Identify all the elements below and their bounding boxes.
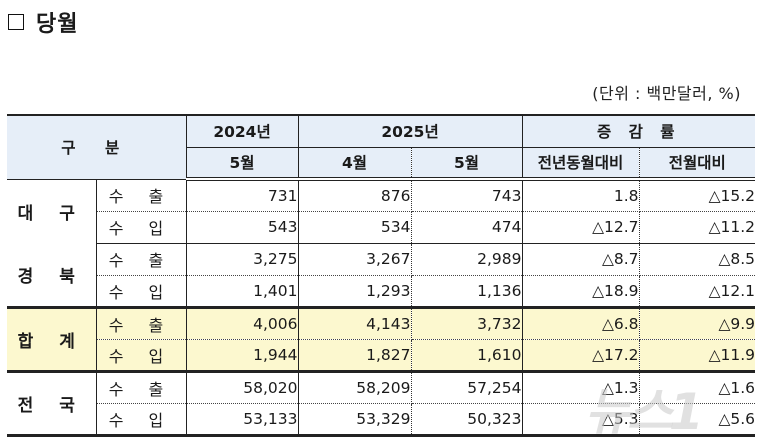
empty-square-icon: [8, 14, 24, 30]
trade-type: 수 출: [96, 179, 187, 212]
trade-type: 수 출: [96, 371, 187, 404]
table-row: 대 구 수 출 731 876 743 1.8 △15.2: [7, 179, 756, 243]
table-row: 수 입 53,133 53,329 50,323 △5.3 △5.6: [7, 403, 756, 437]
region-label: 경 북: [7, 243, 97, 309]
header-2024-may: 5월: [185, 147, 299, 181]
value-2025-may: 1,610: [411, 339, 523, 373]
section-title-text: 당월: [36, 12, 79, 37]
value-2025-apr: 1,293: [298, 275, 412, 309]
value-2024-may: 58,020: [186, 371, 299, 404]
value-mom: △5.6: [639, 403, 756, 437]
value-2025-may: 2,989: [411, 243, 523, 276]
header-year-2025: 2025년: [297, 114, 523, 148]
table-row: 경 북 수 출 3,275 3,267 2,989 △8.7 △8.5: [7, 243, 756, 309]
region-label: 합 계: [7, 307, 97, 373]
value-2025-apr: 4,143: [298, 307, 412, 340]
value-mom: △15.2: [639, 179, 756, 212]
value-2024-may: 4,006: [186, 307, 299, 340]
header-2025-may: 5월: [410, 147, 523, 181]
value-2025-may: 1,136: [411, 275, 523, 309]
value-2025-may: 57,254: [411, 371, 523, 404]
value-2024-may: 3,275: [186, 243, 299, 276]
unit-note: (단위 : 백만달러, %): [592, 84, 741, 103]
value-yoy: △6.8: [522, 307, 640, 340]
value-2025-apr: 534: [298, 211, 412, 244]
value-yoy: 1.8: [522, 179, 640, 212]
value-mom: △1.6: [639, 371, 756, 404]
header-year-2024: 2024년: [185, 114, 299, 148]
value-2025-may: 50,323: [411, 403, 523, 437]
trade-type: 수 입: [96, 339, 187, 373]
value-2024-may: 1,944: [186, 339, 299, 373]
trade-type: 수 출: [96, 243, 187, 276]
table-row: 수 입 1,401 1,293 1,136 △18.9 △12.1: [7, 275, 756, 309]
region-label: 대 구: [7, 179, 97, 243]
trade-type: 수 입: [96, 211, 187, 244]
value-mom: △9.9: [639, 307, 756, 340]
value-yoy: △17.2: [522, 339, 640, 373]
value-2025-apr: 1,827: [298, 339, 412, 373]
value-2025-apr: 58,209: [298, 371, 412, 404]
trade-type: 수 출: [96, 307, 187, 340]
header-change-rate: 증 감 률: [521, 114, 756, 148]
value-yoy: △5.3: [522, 403, 640, 437]
table-row: 수 입 543 534 474 △12.7 △11.2: [7, 211, 756, 244]
value-mom: △8.5: [639, 243, 756, 276]
table-row: 수 입 1,944 1,827 1,610 △17.2 △11.9: [7, 339, 756, 373]
value-2024-may: 53,133: [186, 403, 299, 437]
header-yoy: 전년동월대비: [521, 147, 640, 181]
trade-type: 수 입: [96, 275, 187, 309]
value-mom: △11.2: [639, 211, 756, 244]
value-yoy: △8.7: [522, 243, 640, 276]
value-2024-may: 543: [186, 211, 299, 244]
header-2025-apr: 4월: [297, 147, 412, 181]
table-row: 합 계 수 출 4,006 4,143 3,732 △6.8 △9.9: [7, 307, 756, 373]
header-mom: 전월대비: [638, 147, 756, 181]
trade-type: 수 입: [96, 403, 187, 437]
value-mom: △11.9: [639, 339, 756, 373]
value-2025-apr: 3,267: [298, 243, 412, 276]
value-mom: △12.1: [639, 275, 756, 309]
value-2025-may: 474: [411, 211, 523, 244]
table-row: 전 국 수 출 58,020 58,209 57,254 △1.3 △1.6: [7, 371, 756, 437]
value-2024-may: 1,401: [186, 275, 299, 309]
value-yoy: △1.3: [522, 371, 640, 404]
header-category: 구 분: [7, 114, 187, 180]
trade-statistics-table: 구 분 2024년 2025년 증 감 률 5월 4월 5월 전년동월대비 전월…: [7, 114, 756, 437]
region-label: 전 국: [7, 371, 97, 437]
value-2025-may: 3,732: [411, 307, 523, 340]
value-2025-apr: 876: [298, 179, 412, 212]
value-yoy: △12.7: [522, 211, 640, 244]
value-2025-apr: 53,329: [298, 403, 412, 437]
section-title: 당월: [8, 6, 78, 38]
value-2024-may: 731: [186, 179, 299, 212]
value-2025-may: 743: [411, 179, 523, 212]
value-yoy: △18.9: [522, 275, 640, 309]
